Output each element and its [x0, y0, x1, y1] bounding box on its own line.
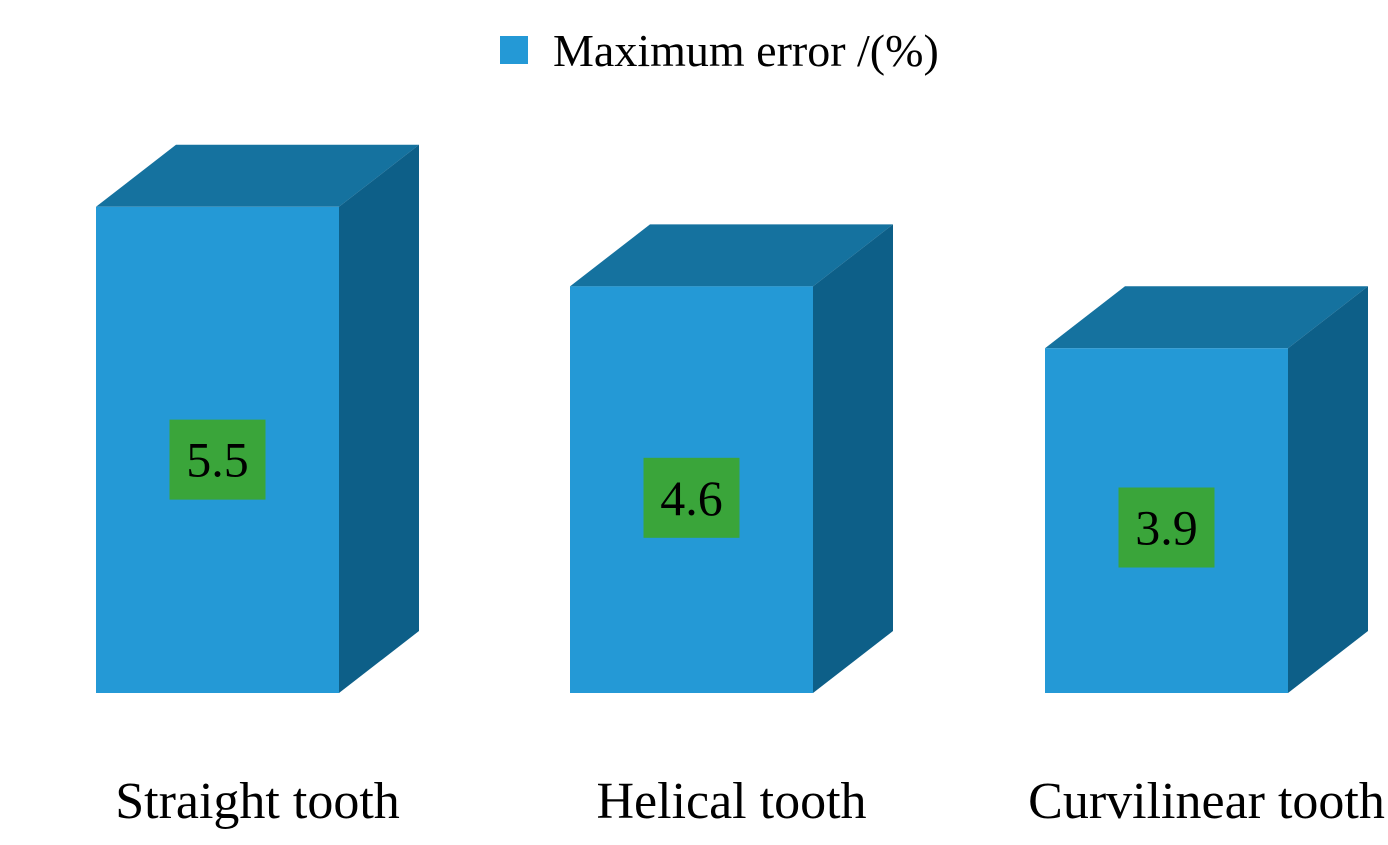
legend: Maximum error /(%)	[500, 25, 939, 76]
category-label: Straight tooth	[115, 773, 400, 830]
data-label: 3.9	[1135, 500, 1198, 556]
data-label-box	[169, 419, 266, 500]
bar-3: 3.9	[1045, 286, 1368, 693]
legend-label: Maximum error /(%)	[553, 25, 939, 76]
data-label: 4.6	[660, 470, 723, 526]
bar-top-face	[570, 224, 893, 287]
category-label: Curvilinear tooth	[1028, 773, 1385, 830]
bar-top-face	[96, 144, 419, 207]
bar-2: 4.6	[570, 224, 893, 694]
legend-swatch	[500, 36, 528, 64]
category-labels: Straight tooth Helical tooth Curvilinear t…	[115, 773, 1385, 830]
bars-group: 5.5 4.6 3.9	[96, 144, 1368, 694]
bar-top-face	[1045, 286, 1368, 349]
data-label-box	[1118, 487, 1215, 568]
bar-side-face	[1288, 286, 1368, 693]
data-label-box	[643, 457, 740, 538]
bar-side-face	[813, 224, 893, 694]
category-label: Helical tooth	[596, 773, 866, 830]
data-label: 5.5	[186, 432, 249, 488]
bar-side-face	[339, 144, 419, 694]
bar-1: 5.5	[96, 144, 419, 694]
